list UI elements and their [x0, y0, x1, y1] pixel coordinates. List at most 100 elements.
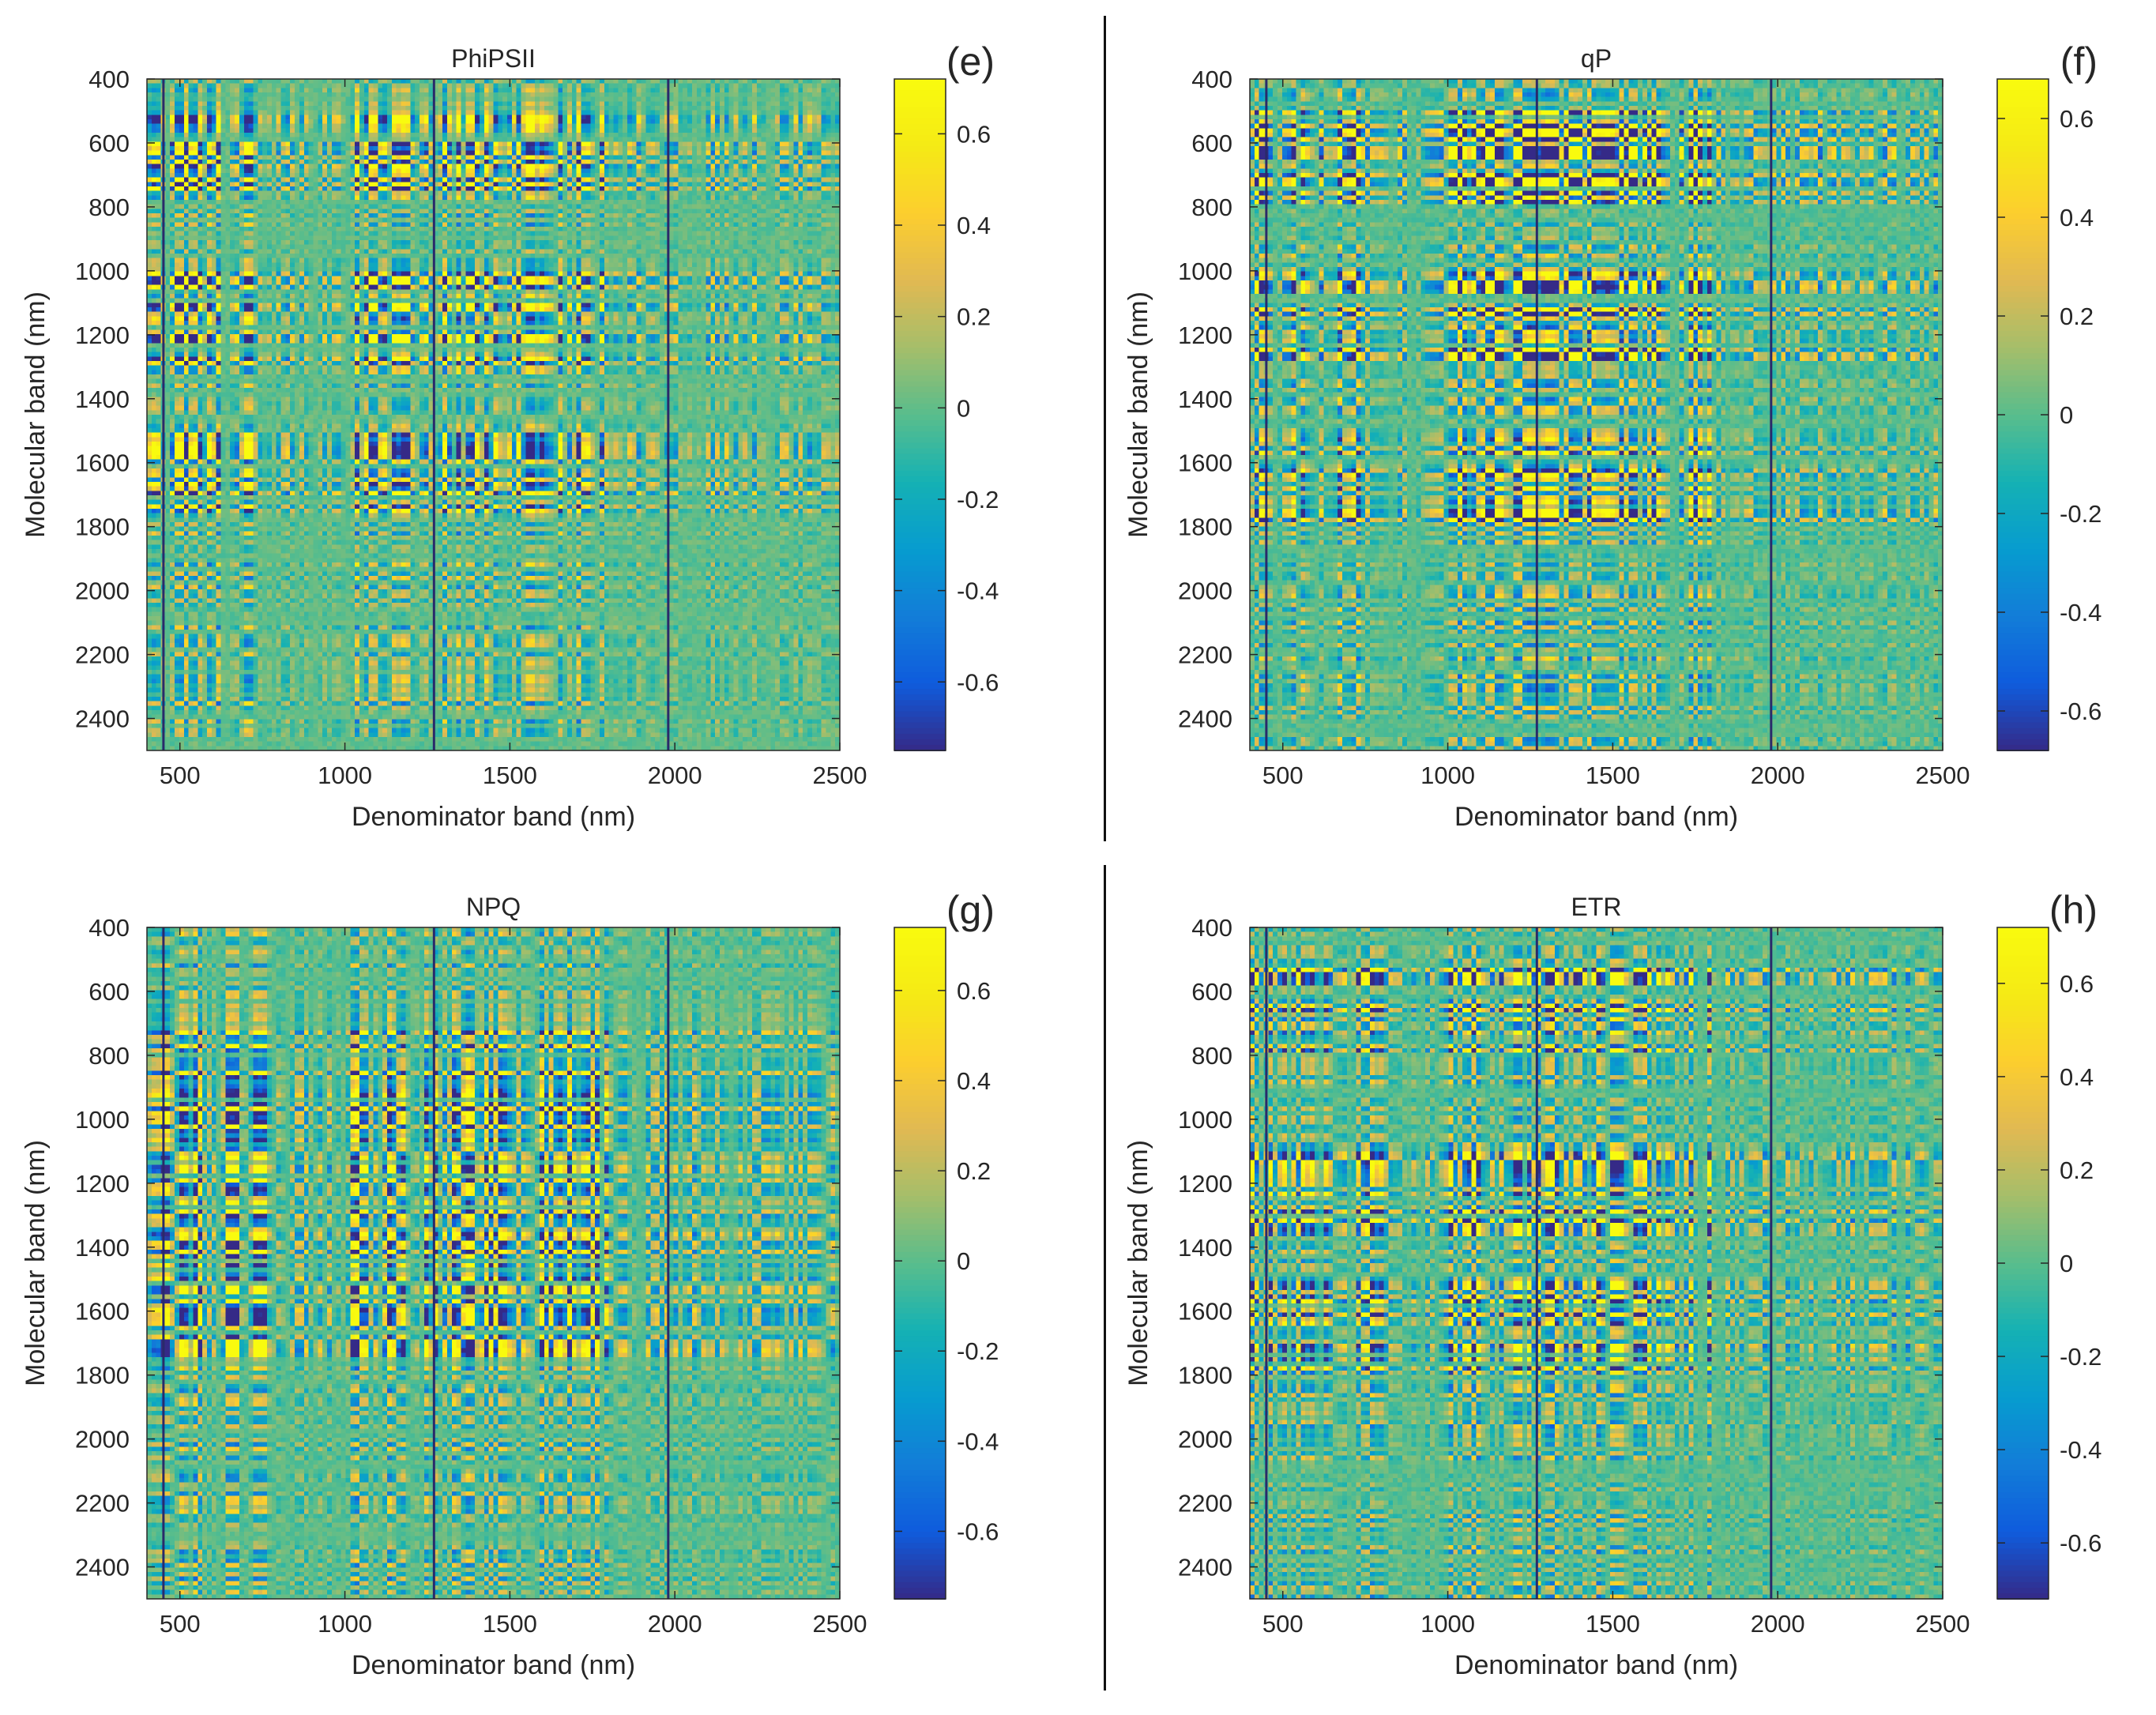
colorbar-swatch: [894, 269, 946, 276]
colorbar-swatch: [894, 1330, 946, 1337]
colorbar-swatch: [1997, 1498, 2049, 1505]
colorbar-tick-label: 0.2: [2060, 303, 2094, 330]
colorbar-swatch: [894, 1548, 946, 1555]
y-tick-label: 2000: [1178, 1426, 1232, 1454]
colorbar-swatch: [1997, 90, 2049, 97]
x-tick-label: 1000: [318, 1610, 372, 1638]
colorbar-swatch: [1997, 1442, 2049, 1449]
colorbar-swatch: [1997, 274, 2049, 281]
colorbar-swatch: [1997, 1117, 2049, 1124]
colorbar-swatch: [1997, 291, 2049, 299]
y-tick-label: 400: [88, 914, 130, 942]
colorbar-swatch: [894, 241, 946, 248]
colorbar-swatch: [1997, 453, 2049, 461]
colorbar-swatch: [1997, 1336, 2049, 1343]
colorbar-swatch: [1997, 219, 2049, 226]
axes-box: [1249, 927, 1943, 1600]
colorbar-swatch: [894, 280, 946, 288]
colorbar-swatch: [1997, 988, 2049, 995]
colorbar-swatch: [1997, 123, 2049, 130]
colorbar-swatch: [1997, 739, 2049, 746]
y-tick-label: 1000: [75, 1106, 130, 1134]
colorbar-swatch: [1997, 1543, 2049, 1550]
colorbar-swatch: [894, 246, 946, 254]
colorbar-swatch: [894, 599, 946, 606]
colorbar-swatch: [1997, 364, 2049, 371]
colorbar-swatch: [1997, 1050, 2049, 1057]
colorbar-swatch: [1997, 1318, 2049, 1326]
colorbar-swatch: [1997, 1190, 2049, 1197]
colorbar-swatch: [894, 504, 946, 511]
panel-divider-bottom: [1104, 865, 1106, 1691]
colorbar-tick-label: -0.4: [957, 577, 999, 605]
colorbar-swatch: [894, 1420, 946, 1427]
colorbar-swatch: [894, 1498, 946, 1505]
colorbar-tick-label: -0.6: [2060, 698, 2101, 725]
colorbar-swatch: [1997, 1280, 2049, 1287]
colorbar-tick-label: 0.6: [957, 120, 991, 148]
x-tick-label: 500: [160, 1610, 201, 1638]
colorbar-swatch: [894, 112, 946, 119]
colorbar-swatch: [894, 1313, 946, 1320]
colorbar-swatch: [894, 555, 946, 562]
colorbar-swatch: [894, 577, 946, 584]
colorbar-swatch: [1997, 1520, 2049, 1527]
colorbar-swatch: [894, 1291, 946, 1298]
plot-title: qP: [1581, 44, 1612, 73]
colorbar-swatch: [894, 437, 946, 444]
y-tick-label: 2200: [75, 1490, 130, 1518]
colorbar-tick-label: -0.2: [957, 1337, 999, 1365]
colorbar-swatch: [894, 1044, 946, 1051]
colorbar-swatch: [1997, 179, 2049, 186]
y-tick-label: 400: [88, 66, 130, 93]
axes-box: [146, 78, 841, 751]
colorbar-swatch: [894, 157, 946, 164]
colorbar-swatch: [1997, 375, 2049, 382]
colorbar-swatch: [894, 1386, 946, 1393]
colorbar-swatch: [1997, 705, 2049, 713]
colorbar-swatch: [1997, 733, 2049, 740]
colorbar-tick-label: 0.2: [2060, 1156, 2094, 1184]
colorbar-swatch: [894, 364, 946, 371]
colorbar-swatch: [1997, 599, 2049, 606]
colorbar-swatch: [894, 1269, 946, 1276]
colorbar-swatch: [894, 1363, 946, 1371]
colorbar-swatch: [894, 1380, 946, 1387]
colorbar-swatch: [894, 487, 946, 495]
colorbar-swatch: [894, 174, 946, 181]
colorbar-swatch: [894, 1425, 946, 1432]
colorbar-swatch: [1997, 370, 2049, 377]
colorbar-swatch: [894, 123, 946, 130]
colorbar-swatch: [894, 325, 946, 332]
colorbar-swatch: [894, 1022, 946, 1029]
x-tick-label: 1500: [483, 762, 537, 789]
colorbar-swatch: [1997, 146, 2049, 153]
y-axis-label: Molecular band (nm): [21, 1140, 51, 1386]
y-tick-label: 2200: [1178, 641, 1232, 669]
colorbar-swatch: [894, 453, 946, 461]
colorbar-tick-label: -0.2: [957, 486, 999, 513]
panel-label: (e): [946, 39, 995, 84]
colorbar-swatch: [1997, 627, 2049, 634]
colorbar-swatch: [1997, 1453, 2049, 1460]
colorbar-swatch: [894, 1565, 946, 1572]
colorbar-swatch: [894, 297, 946, 304]
colorbar-swatch: [1997, 258, 2049, 265]
colorbar-swatch: [1997, 1235, 2049, 1242]
y-tick-label: 1000: [75, 258, 130, 285]
colorbar-swatch: [1997, 549, 2049, 556]
colorbar-swatch: [1997, 152, 2049, 159]
colorbar-swatch: [1997, 526, 2049, 533]
y-tick-label: 1600: [1178, 1298, 1232, 1326]
y-tick-label: 600: [88, 978, 130, 1006]
heatmap-panel-qp: 500 1000 1500 2000 2500 400 600 800 1000 1200 1400…: [1123, 39, 2101, 832]
colorbar-swatch: [894, 1145, 946, 1153]
colorbar-swatch: [1997, 96, 2049, 103]
colorbar-swatch: [1997, 1129, 2049, 1136]
colorbar-swatch: [894, 1514, 946, 1521]
colorbar-swatch: [894, 938, 946, 946]
colorbar-swatch: [1997, 582, 2049, 589]
colorbar-swatch: [1997, 521, 2049, 528]
colorbar-swatch: [1997, 1156, 2049, 1164]
colorbar-swatch: [1997, 101, 2049, 108]
